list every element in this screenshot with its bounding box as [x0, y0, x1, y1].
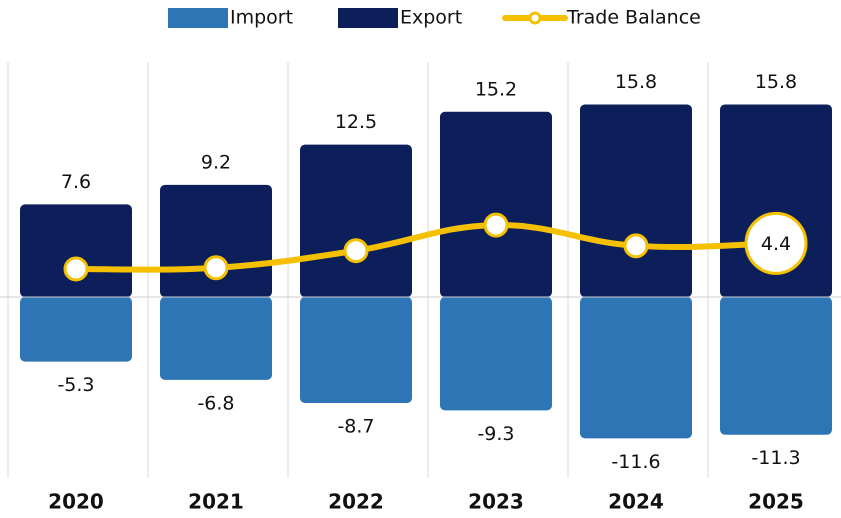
- legend-swatch: [168, 8, 228, 28]
- bar: [300, 297, 412, 404]
- bar: [20, 204, 132, 297]
- data-label: 9.2: [201, 151, 231, 173]
- legend-swatch: [528, 11, 542, 25]
- data-label: -11.3: [751, 447, 800, 469]
- data-label: 15.8: [615, 71, 657, 93]
- x-tick-label: 2023: [468, 490, 524, 514]
- marker: [483, 212, 509, 238]
- marker: [63, 256, 89, 282]
- x-tick-label: 2024: [608, 490, 664, 514]
- data-label: 12.5: [335, 111, 377, 133]
- bar: [20, 297, 132, 362]
- legend-swatch: [338, 8, 398, 28]
- bar: [580, 297, 692, 439]
- x-tick-label: 2020: [48, 490, 104, 514]
- legend-label: Trade Balance: [566, 7, 701, 29]
- x-tick-label: 2025: [748, 490, 804, 514]
- bar: [160, 297, 272, 380]
- data-label: -6.8: [197, 392, 234, 414]
- x-tick-label: 2022: [328, 490, 384, 514]
- data-label: -8.7: [337, 416, 374, 438]
- marker: [623, 233, 649, 259]
- data-label: 15.2: [475, 78, 517, 100]
- line: [75, 222, 777, 273]
- bar: [440, 297, 552, 411]
- data-label: 15.8: [755, 71, 797, 93]
- bar: [300, 144, 412, 297]
- legend-label: Import: [230, 7, 293, 29]
- data-label: -9.3: [477, 423, 514, 445]
- data-label: 4.4: [761, 233, 791, 255]
- data-label: -5.3: [57, 374, 94, 396]
- marker: [343, 238, 369, 264]
- data-label: 7.6: [61, 171, 91, 193]
- legend-label: Export: [400, 7, 462, 29]
- marker: [203, 255, 229, 281]
- bar: [440, 111, 552, 297]
- data-label: -11.6: [611, 451, 660, 473]
- marker: [744, 211, 808, 275]
- bar: [580, 104, 692, 297]
- x-tick-label: 2021: [188, 490, 244, 514]
- bar: [720, 297, 832, 435]
